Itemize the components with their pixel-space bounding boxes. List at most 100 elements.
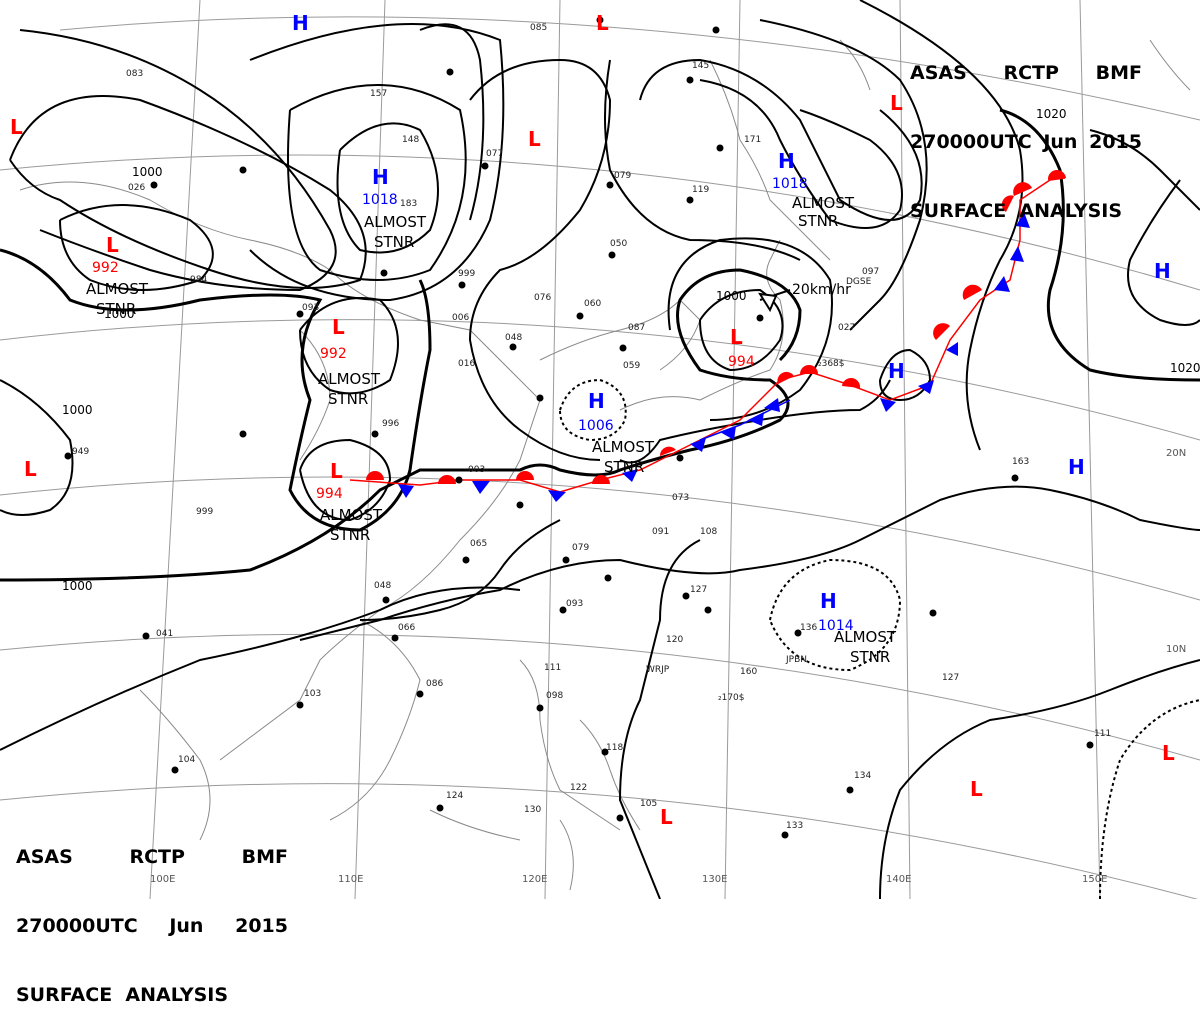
station-value: 041 [156,629,173,639]
title-line-1: ASAS RCTP BMF [16,846,288,869]
station-value: 133 [786,821,803,831]
high-symbol: H [820,589,837,613]
low-symbol: L [660,805,673,829]
isobar-label: 1000 [62,403,93,417]
high-pressure: 1018 [772,176,808,192]
low-note: ALMOST [86,280,149,298]
station-value: 136 [800,623,817,633]
dotted-isobars [559,378,1200,899]
station-value: 079 [614,171,631,181]
high-symbol: H [292,11,309,35]
station-value: 027 [838,323,855,333]
lon-label: 130E [702,874,727,885]
station-value: 003 [468,465,485,475]
station-value: WRJP [646,665,670,675]
station-value: 105 [640,799,657,809]
station-value: 120 [666,635,683,645]
low-symbol: L [970,777,983,801]
station-value: 016 [458,359,475,369]
station-value: 065 [470,539,487,549]
station-value: 059 [623,361,640,371]
title-line-2: 270000UTC Jun 2015 [16,915,288,938]
station-plots [64,16,1094,839]
station-value: 048 [505,333,522,343]
low-symbol: L [332,315,345,339]
station-value: 996 [382,419,399,429]
isobar-label: 1000 [62,579,93,593]
high-pressure: 1006 [578,418,614,434]
station-value: 984 [190,275,207,285]
coastlines [19,39,1191,891]
station-value: 171 [744,135,761,145]
station-value: 079 [572,543,589,553]
isobar-label: 1000 [104,307,135,321]
low-symbol: L [890,91,903,115]
station-value: 108 [700,527,717,537]
chart-title-bottom-left: ASAS RCTP BMF 270000UTC Jun 2015 SURFACE… [16,800,288,1030]
station-value: 066 [398,623,415,633]
low-symbol: L [10,115,23,139]
station-value: 111 [1094,729,1111,739]
station-value: 103 [304,689,321,699]
isobar-label: 1000 [716,289,747,303]
high-symbol: H [888,359,905,383]
low-symbol: L [106,233,119,257]
station-value: 026 [128,183,145,193]
low-systems: L 992 ALMOST STNR L 992 ALMOST STNR L 99… [10,11,1175,829]
high-note: STNR [374,233,414,251]
low-note: STNR [330,526,370,544]
station-value: 134 [854,771,871,781]
station-value: 127 [942,673,959,683]
low-symbol: L [596,11,609,35]
high-pressure: 1014 [818,618,854,634]
low-pressure: 994 [316,486,343,502]
lon-label: 140E [886,874,911,885]
station-value: ₂368$ [818,359,845,369]
high-center: H 1006 ALMOST STNR [578,389,655,476]
station-value: 157 [370,89,387,99]
high-center: H 1018 ALMOST STNR [362,165,427,251]
title-month: Jun [1043,131,1078,153]
high-pressure: 1018 [362,192,398,208]
high-center: H 1018 ALMOST STNR [772,149,855,230]
station-value: 073 [672,493,689,503]
station-value: 145 [692,61,709,71]
graticule-labels: 100E 110E 120E 130E 140E 150E 20N 10N [150,448,1186,885]
station-value: 060 [584,299,601,309]
high-symbol: H [372,165,389,189]
low-note: STNR [328,390,368,408]
title-line-3: SURFACE ANALYSIS [910,200,1123,222]
low-center: L 994 ALMOST STNR [316,459,383,544]
title-time: 270000UTC [16,915,138,937]
station-value: 077 [486,149,503,159]
station-value: 097 [862,267,879,277]
title-code: BMF [1095,62,1142,84]
title-line-2: 270000UTC Jun 2015 [910,131,1142,154]
station-value: 130 [524,805,541,815]
low-note: 20km/hr [792,282,851,298]
high-note: STNR [604,458,644,476]
station-value: 949 [72,447,89,457]
low-center: L 992 ALMOST STNR [318,315,381,408]
lon-label: 120E [522,874,547,885]
station-value: 160 [740,667,757,677]
isobar-label: 1020 [1036,107,1067,121]
station-value: 122 [570,783,587,793]
station-value: 119 [692,185,709,195]
high-note: ALMOST [792,194,855,212]
station-value: 093 [302,303,319,313]
chart-title-top-right: ASAS RCTP BMF 270000UTC Jun 2015 SURFACE… [910,16,1142,246]
station-value: 086 [426,679,443,689]
station-value: 148 [402,135,419,145]
title-year: 2015 [235,915,288,937]
station-value: 098 [546,691,563,701]
high-symbol: H [588,389,605,413]
title-year: 2015 [1089,131,1142,153]
low-note: STNR [96,300,136,318]
isobar-label: 1000 [132,165,163,179]
station-value: 083 [126,69,143,79]
high-note: ALMOST [592,438,655,456]
low-pressure: 992 [92,260,119,276]
station-value: 093 [566,599,583,609]
station-value: 104 [178,755,195,765]
